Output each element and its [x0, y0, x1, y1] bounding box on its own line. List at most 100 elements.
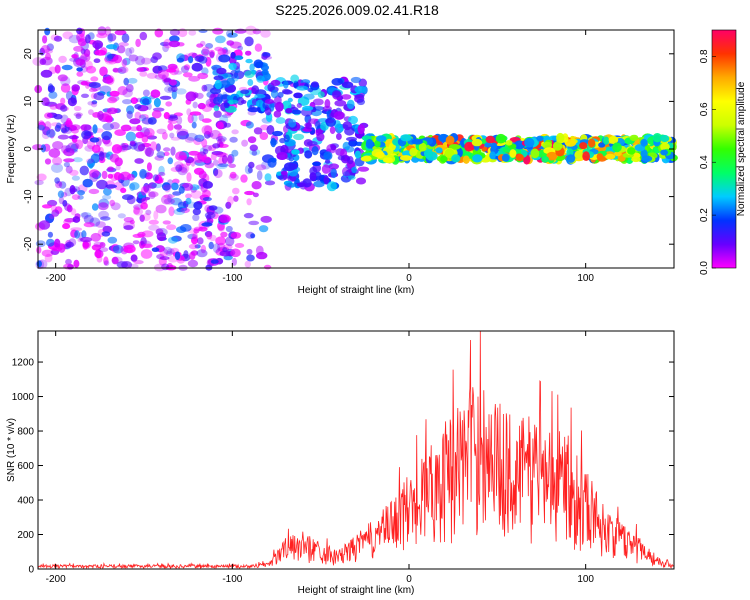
heat-cell — [51, 209, 60, 217]
heat-cell — [172, 191, 182, 196]
spectrogram-xlabel: Height of straight line (km) — [298, 285, 415, 296]
heat-cell — [174, 251, 181, 260]
heat-cell — [47, 83, 54, 92]
heat-cell — [121, 33, 130, 43]
heat-cell — [58, 196, 65, 205]
heat-cell — [258, 225, 269, 233]
heat-cell — [227, 99, 239, 104]
heat-cell — [115, 165, 121, 171]
heat-cell — [194, 134, 205, 142]
heat-cell — [217, 133, 223, 142]
heat-cell — [187, 233, 198, 240]
heat-cell — [331, 78, 343, 86]
heat-cell — [54, 64, 61, 74]
heat-cell — [240, 89, 250, 94]
heat-cell — [161, 194, 172, 205]
heat-cell — [122, 88, 133, 98]
heat-cell — [162, 220, 171, 225]
heat-cell — [114, 129, 126, 137]
heat-cell — [103, 260, 110, 267]
heat-cell — [226, 95, 233, 101]
heat-cell — [248, 161, 255, 169]
heat-cell — [53, 113, 63, 120]
heat-cell — [109, 153, 120, 163]
heat-cell — [207, 132, 214, 138]
heat-cell — [70, 227, 83, 232]
heat-cell — [63, 127, 73, 134]
heat-cell — [201, 222, 213, 227]
heat-cell — [136, 67, 145, 72]
heat-cell — [142, 89, 150, 97]
heat-cell — [118, 42, 129, 47]
heat-cell — [88, 169, 100, 178]
heat-cell — [155, 204, 167, 214]
heat-cell — [80, 212, 92, 218]
heat-cell — [285, 108, 293, 114]
heat-cell — [60, 105, 68, 112]
heat-cell — [125, 47, 132, 57]
heat-cell — [240, 174, 248, 183]
heat-cell — [41, 204, 53, 209]
heat-cell — [36, 246, 42, 254]
snr-ylabel: SNR (10 * v/v) — [6, 418, 17, 482]
spectrogram-ytick-label: 10 — [23, 95, 34, 107]
heat-cell — [73, 105, 82, 112]
snr-ytick-label: 0 — [28, 565, 34, 576]
heat-cell — [129, 118, 141, 125]
heat-cell — [346, 136, 357, 142]
spectrogram-xtick-label: -100 — [222, 273, 242, 284]
heat-cell — [348, 115, 358, 125]
heat-cell — [213, 110, 222, 118]
heat-cell — [145, 147, 155, 158]
heat-cell — [109, 90, 120, 97]
heat-cell — [130, 140, 136, 145]
heat-cell — [244, 190, 255, 196]
heat-cell — [582, 151, 590, 162]
heat-cell — [129, 47, 135, 54]
heat-cell — [99, 242, 106, 248]
heat-cell — [176, 130, 189, 140]
snr-ytick-label: 1000 — [12, 392, 35, 403]
heat-cell — [213, 169, 223, 179]
heat-cell — [76, 71, 84, 77]
heat-cell — [163, 38, 173, 49]
snr-ytick-label: 1200 — [12, 358, 35, 369]
heat-cell — [556, 132, 565, 143]
heat-cell — [215, 236, 227, 246]
heat-cell — [57, 134, 69, 140]
heat-cell — [202, 181, 213, 189]
heat-cell — [629, 134, 639, 142]
heat-cell — [46, 238, 55, 247]
heat-cell — [346, 99, 355, 110]
heat-cell — [105, 184, 118, 189]
heat-cell — [375, 151, 385, 159]
heat-cell — [48, 148, 61, 158]
heat-cell — [188, 56, 194, 64]
heat-cell — [106, 44, 118, 50]
heat-cell — [208, 205, 218, 211]
heat-cell — [84, 145, 95, 152]
heat-cell — [168, 40, 181, 48]
heat-cell — [66, 118, 72, 125]
heat-cell — [288, 118, 297, 128]
heat-cell — [133, 260, 144, 265]
spectrogram-ytick-label: -20 — [23, 237, 34, 252]
heat-cell — [490, 142, 498, 150]
heat-cell — [217, 137, 226, 144]
heat-cell — [201, 46, 210, 55]
heat-cell — [169, 132, 175, 139]
heat-cell — [122, 194, 134, 201]
heat-cell — [134, 111, 142, 120]
heat-layer — [32, 25, 678, 272]
heat-cell — [86, 65, 97, 74]
heat-cell — [81, 212, 89, 220]
heat-cell — [107, 173, 114, 179]
heat-cell — [334, 99, 347, 107]
heat-cell — [107, 236, 118, 244]
heat-cell — [120, 187, 127, 193]
heat-cell — [270, 89, 279, 99]
heat-cell — [71, 54, 78, 59]
heat-cell — [271, 157, 277, 163]
heat-cell — [275, 117, 286, 124]
